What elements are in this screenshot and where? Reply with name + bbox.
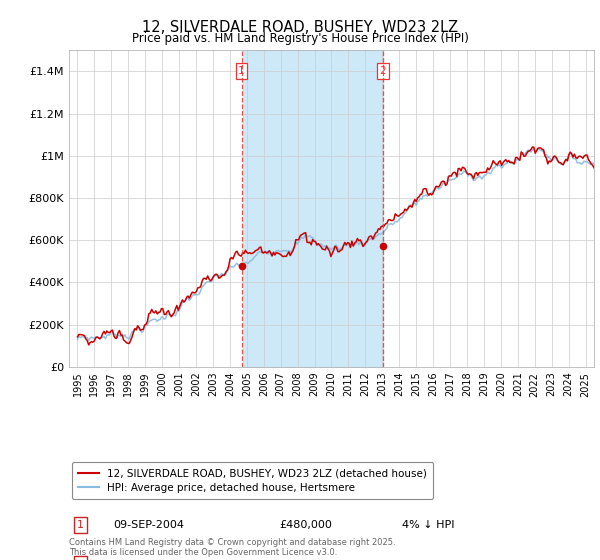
Text: 12, SILVERDALE ROAD, BUSHEY, WD23 2LZ: 12, SILVERDALE ROAD, BUSHEY, WD23 2LZ bbox=[142, 20, 458, 35]
Text: Contains HM Land Registry data © Crown copyright and database right 2025.
This d: Contains HM Land Registry data © Crown c… bbox=[69, 538, 395, 557]
Legend: 12, SILVERDALE ROAD, BUSHEY, WD23 2LZ (detached house), HPI: Average price, deta: 12, SILVERDALE ROAD, BUSHEY, WD23 2LZ (d… bbox=[71, 462, 433, 499]
Text: 1: 1 bbox=[238, 66, 245, 76]
Text: 2: 2 bbox=[380, 66, 386, 76]
Text: 4% ↓ HPI: 4% ↓ HPI bbox=[403, 520, 455, 530]
Text: 09-SEP-2004: 09-SEP-2004 bbox=[113, 520, 185, 530]
Text: Price paid vs. HM Land Registry's House Price Index (HPI): Price paid vs. HM Land Registry's House … bbox=[131, 32, 469, 45]
Text: £480,000: £480,000 bbox=[279, 520, 332, 530]
Text: 1: 1 bbox=[77, 520, 84, 530]
